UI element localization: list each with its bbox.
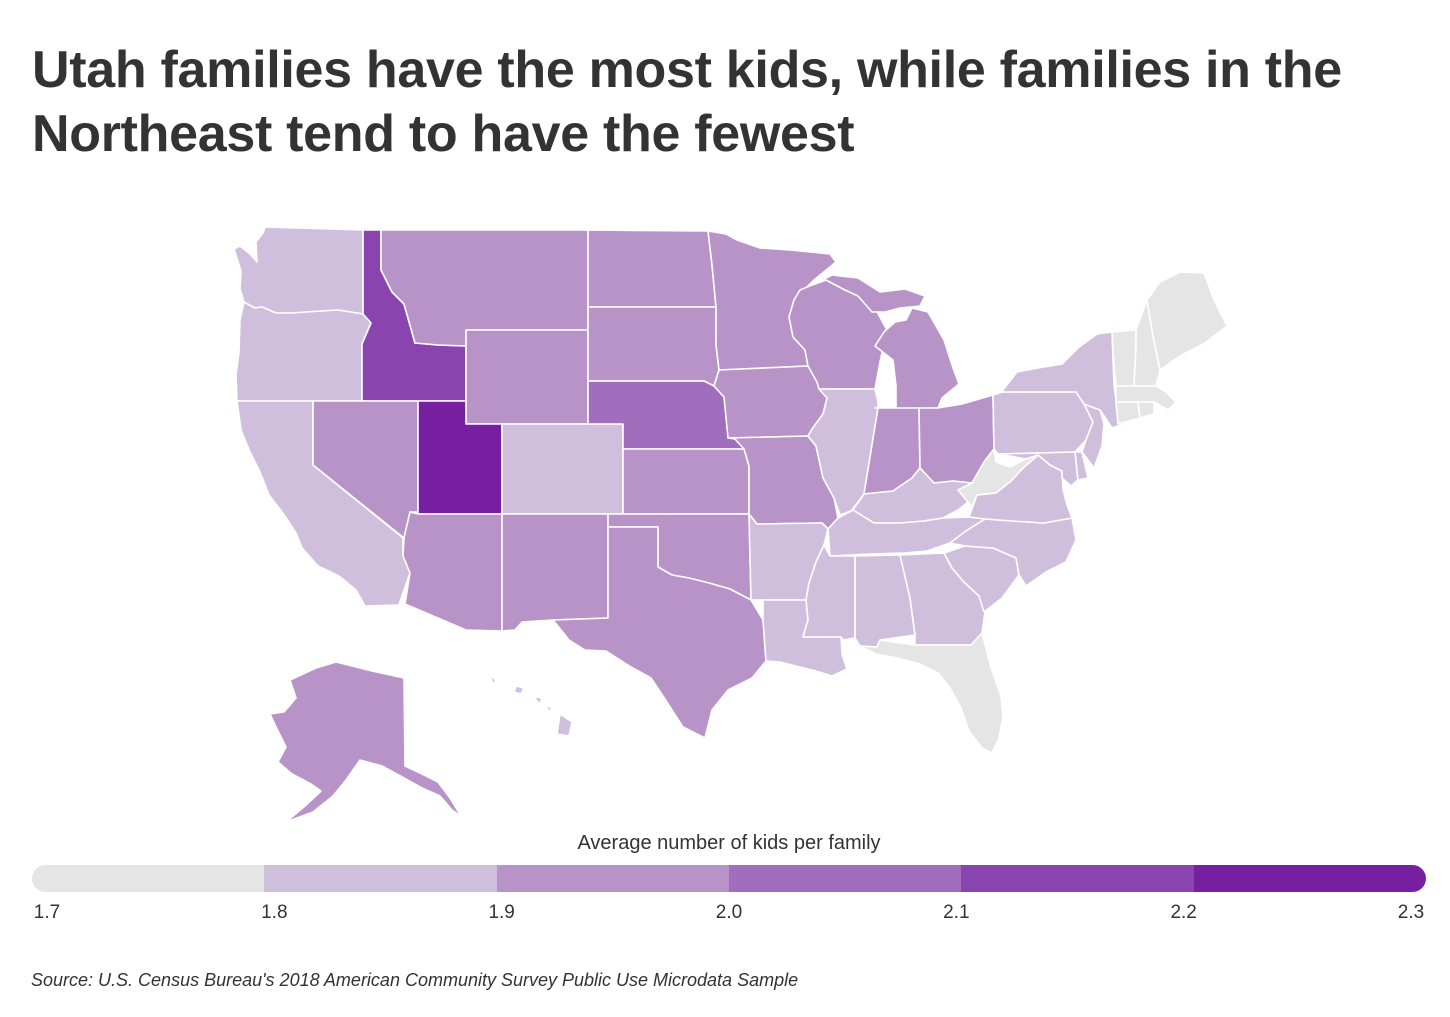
source-note: Source: U.S. Census Bureau's 2018 Americ… <box>31 970 799 990</box>
state-ks <box>622 448 750 515</box>
legend-tick-label: 1.9 <box>488 902 515 923</box>
state-tx <box>552 526 767 739</box>
state-sd <box>587 306 720 387</box>
legend-tick-label: 2.3 <box>1397 902 1425 923</box>
state-me <box>1146 271 1228 371</box>
state-nj <box>1081 403 1105 469</box>
state-hi-island <box>545 704 553 713</box>
legend-swatch-4 <box>961 865 1194 892</box>
legend-swatch-2 <box>496 865 729 892</box>
legend-swatch-3 <box>728 865 962 892</box>
state-nd <box>587 229 717 308</box>
state-ms <box>802 544 856 641</box>
state-hi-island <box>513 685 525 695</box>
state-az <box>402 511 503 632</box>
legend-tick-label: 1.8 <box>261 902 288 923</box>
state-hi-island <box>532 696 543 705</box>
state-ca <box>236 400 411 607</box>
state-ak <box>269 661 462 823</box>
state-fl <box>859 632 1004 754</box>
legend-swatch-5 <box>1193 865 1426 892</box>
legend-title: Average number of kids per family <box>577 832 881 854</box>
state-ri <box>1137 401 1155 419</box>
state-ia <box>713 365 828 439</box>
state-pa <box>992 391 1094 455</box>
state-mi <box>874 307 960 410</box>
legend-ticks: 1.7 1.8 1.9 2.0 2.1 2.2 2.3 <box>0 902 1450 928</box>
legend-swatch-1 <box>264 865 497 892</box>
state-wa <box>233 226 364 315</box>
state-mt <box>380 229 589 347</box>
chart-title: Utah families have the most kids, while … <box>32 41 1342 163</box>
state-co <box>501 423 624 515</box>
state-hi-island <box>489 675 497 685</box>
state-or <box>235 301 372 402</box>
legend-swatch-0 <box>32 865 265 892</box>
legend-color-scale <box>32 865 1426 892</box>
state-nm <box>501 513 609 632</box>
state-ct <box>1115 401 1141 425</box>
state-il <box>807 388 879 516</box>
state-hi <box>556 713 573 737</box>
legend-tick-label: 1.7 <box>33 902 61 923</box>
state-de <box>1074 451 1089 481</box>
state-wy <box>465 329 589 425</box>
legend-tick-label: 2.1 <box>943 902 970 923</box>
legend-tick-label: 2.0 <box>715 902 743 923</box>
legend-tick-label: 2.2 <box>1170 902 1197 923</box>
state-vt <box>1111 329 1137 387</box>
state-mi <box>811 274 926 313</box>
